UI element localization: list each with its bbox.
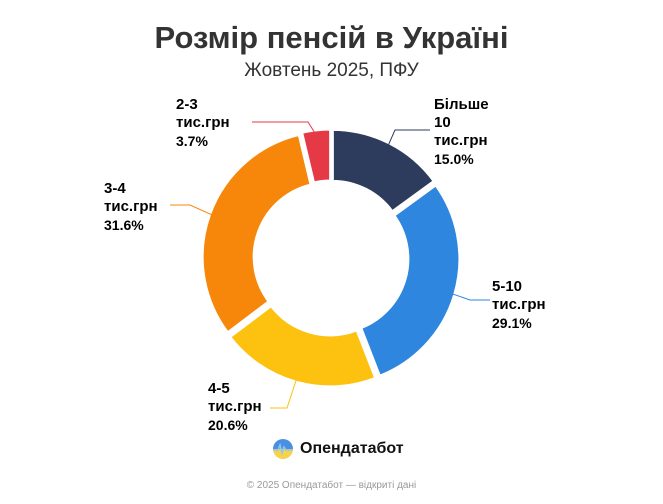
leader-line — [270, 376, 298, 409]
data-label: 4-5 тис.грн 20.6% — [208, 380, 262, 434]
label-text: 5-10 — [492, 278, 523, 295]
label-percent: 29.1% — [492, 315, 532, 331]
label-text: тис.грн — [208, 398, 262, 415]
brand-name: Опендатабот — [300, 440, 404, 457]
data-label: 3-4 тис.грн 31.6% — [104, 180, 158, 234]
label-text: тис.грн — [434, 132, 488, 149]
data-label: 5-10 тис.грн 29.1% — [492, 278, 546, 332]
donut-slice[interactable] — [359, 183, 462, 378]
donut-slice[interactable] — [228, 304, 378, 389]
data-label: Більше 10 тис.грн 15.0% — [434, 96, 489, 168]
leader-line — [252, 121, 318, 137]
label-text: тис.грн — [492, 296, 546, 313]
donut-slice[interactable] — [300, 127, 333, 185]
label-percent: 3.7% — [176, 133, 208, 149]
label-text: 2-3 — [176, 96, 198, 113]
chart-title: Розмір пенсій в Україні — [154, 20, 509, 55]
donut-slice[interactable] — [200, 132, 313, 335]
leader-line — [170, 204, 216, 217]
label-text: 4-5 — [208, 380, 230, 397]
label-text: тис.грн — [104, 198, 158, 215]
leader-line — [386, 129, 430, 149]
label-percent: 31.6% — [104, 217, 144, 233]
chart-subtitle: Жовтень 2025, ПФУ — [244, 60, 419, 81]
brand: Опендатабот — [272, 438, 404, 460]
label-text: 3-4 — [104, 180, 126, 197]
label-text: тис.грн — [176, 114, 230, 131]
label-percent: 15.0% — [434, 151, 474, 167]
label-text: 10 — [434, 114, 451, 131]
label-text: Більше — [434, 96, 489, 113]
opendatabot-logo-icon — [273, 439, 293, 459]
footer: © 2025 Опендатабот — відкриті дані — [246, 480, 417, 491]
donut-slice[interactable] — [330, 127, 436, 214]
label-percent: 20.6% — [208, 417, 248, 433]
leader-line — [448, 292, 490, 301]
data-label: 2-3 тис.грн 3.7% — [176, 96, 230, 150]
